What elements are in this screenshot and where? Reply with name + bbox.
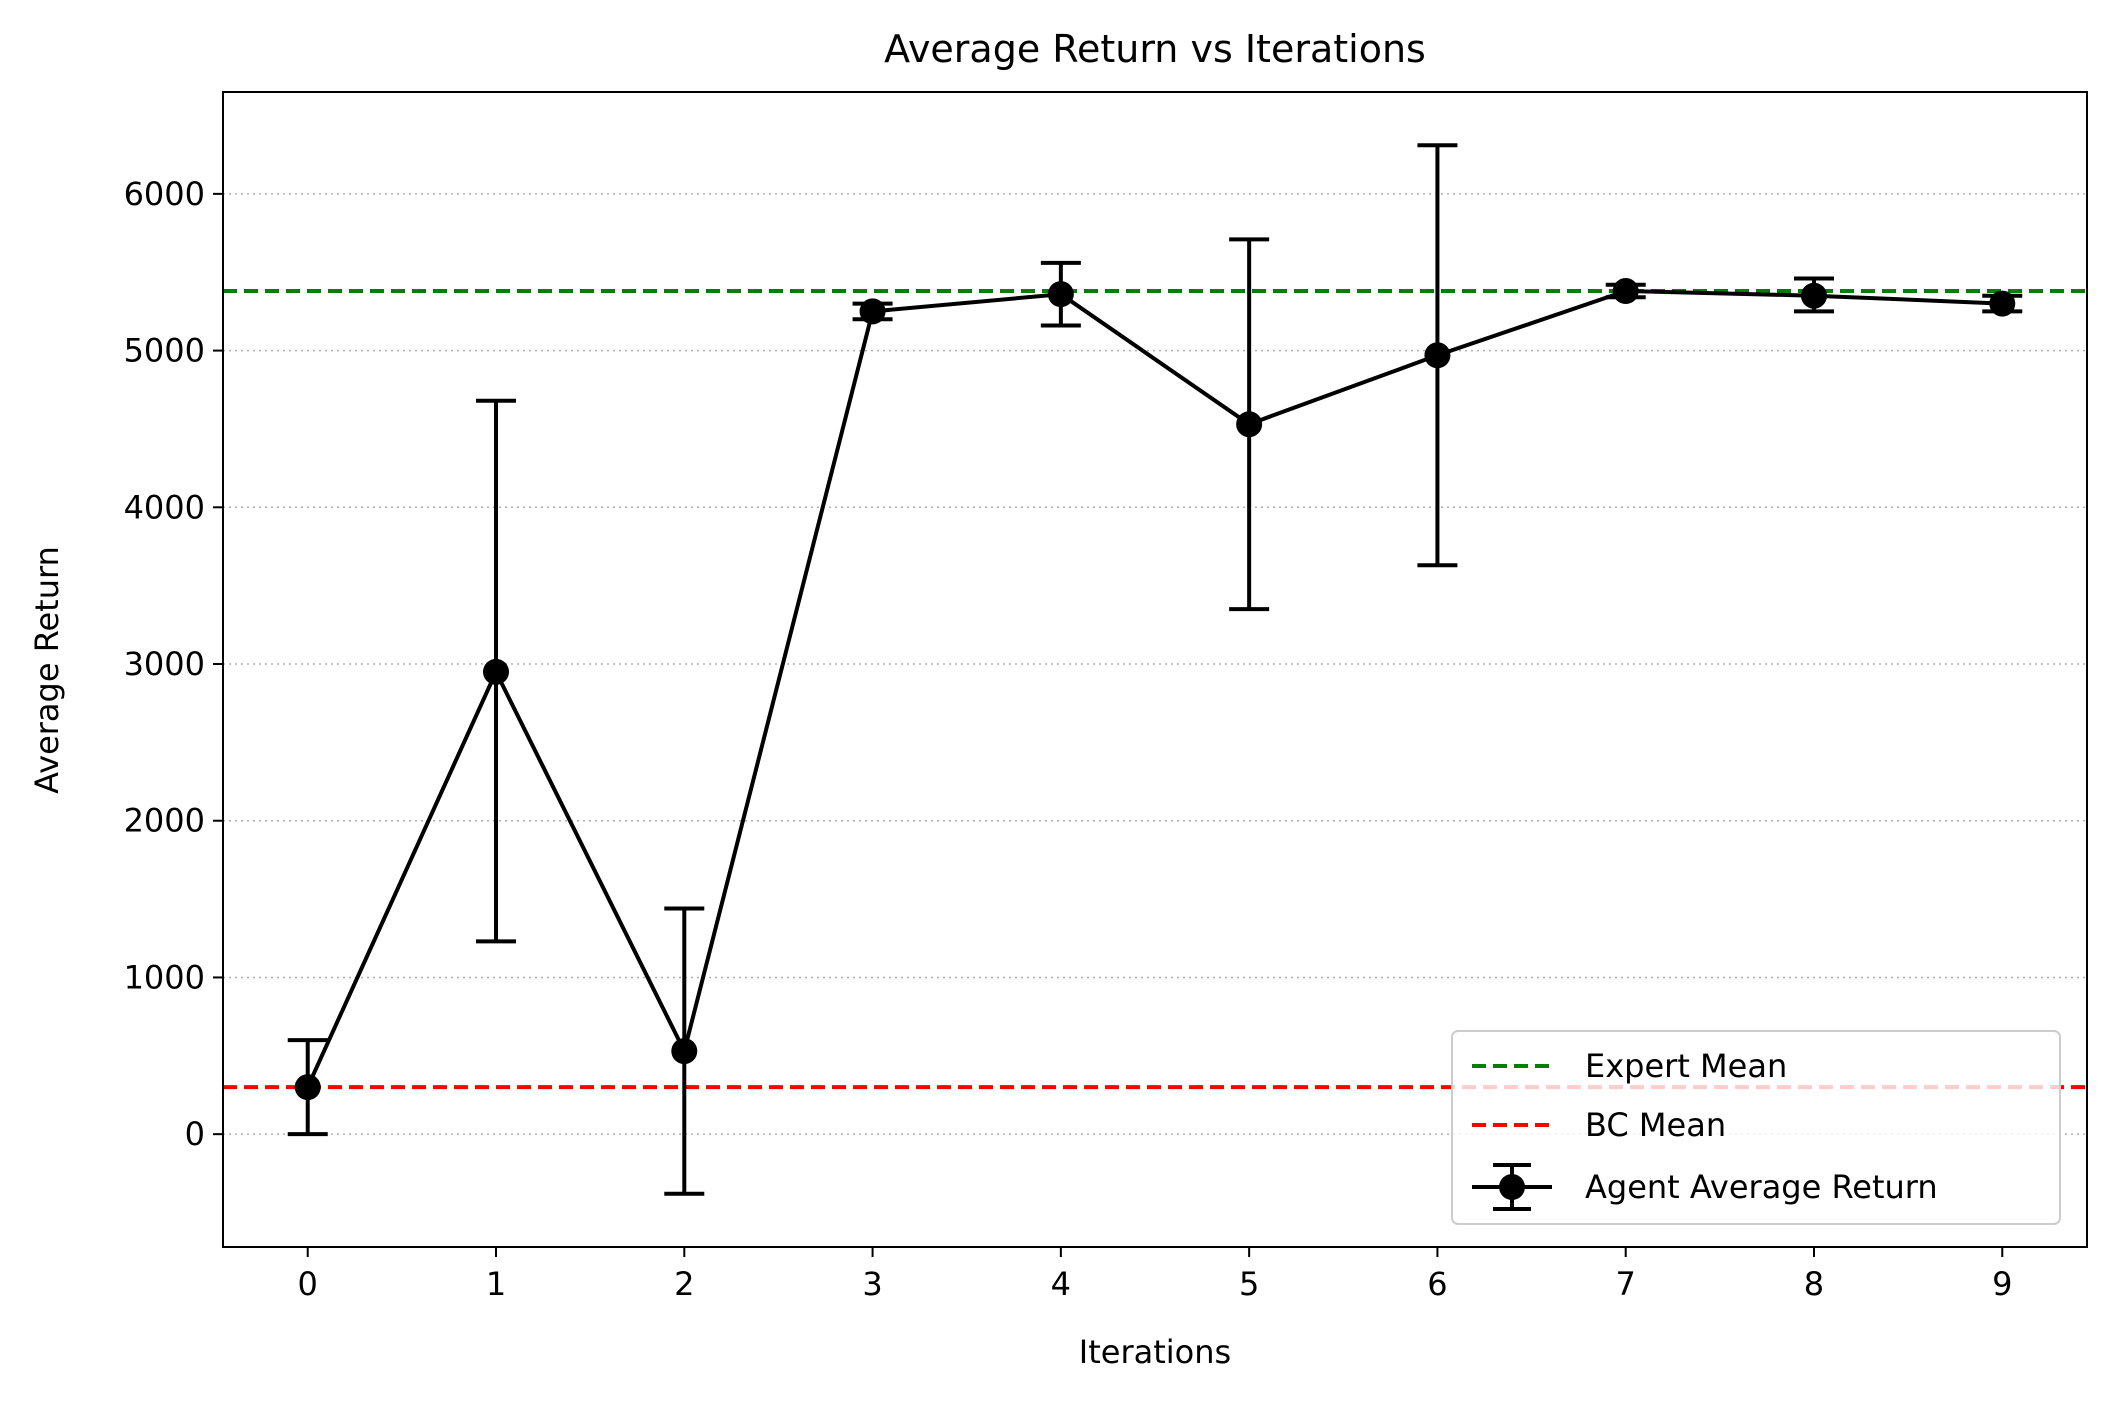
data-point-6 [1424, 342, 1451, 369]
data-point-0 [294, 1074, 321, 1101]
y-tick-label-4000: 4000 [124, 488, 205, 526]
x-tick-label-7: 7 [1616, 1265, 1636, 1303]
y-axis-ticks: 0 1000 2000 3000 4000 5000 6000 [124, 175, 223, 1153]
x-tick-label-6: 6 [1427, 1265, 1447, 1303]
data-point-7 [1612, 278, 1639, 305]
y-tick-label-5000: 5000 [124, 332, 205, 370]
data-point-1 [483, 658, 510, 685]
legend-swatch-agent-marker [1499, 1174, 1525, 1200]
y-tick-label-2000: 2000 [124, 802, 205, 840]
legend-frame [1451, 1030, 2061, 1225]
data-point-4 [1047, 281, 1074, 308]
x-axis-ticks: 0 1 2 3 4 5 6 7 8 9 [298, 1247, 2012, 1303]
x-tick-label-0: 0 [298, 1265, 318, 1303]
data-point-5 [1236, 411, 1263, 438]
x-tick-label-8: 8 [1804, 1265, 1824, 1303]
grid [223, 193, 2087, 1135]
x-tick-label-1: 1 [486, 1265, 506, 1303]
data-point-2 [671, 1038, 698, 1065]
legend: Expert Mean BC Mean Agent Average Return [1451, 1030, 2061, 1225]
reference-lines [223, 289, 2087, 1090]
y-tick-label-1000: 1000 [124, 958, 205, 996]
legend-label-bc-mean: BC Mean [1585, 1106, 1726, 1144]
legend-label-expert-mean: Expert Mean [1585, 1047, 1787, 1085]
y-tick-label-0: 0 [185, 1115, 205, 1153]
data-point-8 [1800, 282, 1827, 309]
data-point-3 [859, 298, 886, 325]
legend-label-agent-average-return: Agent Average Return [1585, 1168, 1938, 1206]
data-point-9 [1989, 290, 2016, 317]
x-tick-label-5: 5 [1239, 1265, 1259, 1303]
y-axis-label: Average Return [28, 546, 66, 794]
x-tick-label-2: 2 [674, 1265, 694, 1303]
y-tick-label-6000: 6000 [124, 175, 205, 213]
plot-frame [222, 91, 2088, 1248]
y-tick-label-3000: 3000 [124, 645, 205, 683]
x-tick-label-9: 9 [1992, 1265, 2012, 1303]
chart-title: Average Return vs Iterations [884, 27, 1426, 71]
series-line-agent-average-return [305, 289, 2003, 1088]
x-axis-label: Iterations [1079, 1333, 1231, 1371]
series [287, 143, 2023, 1196]
x-tick-label-3: 3 [862, 1265, 882, 1303]
x-tick-label-4: 4 [1051, 1265, 1071, 1303]
